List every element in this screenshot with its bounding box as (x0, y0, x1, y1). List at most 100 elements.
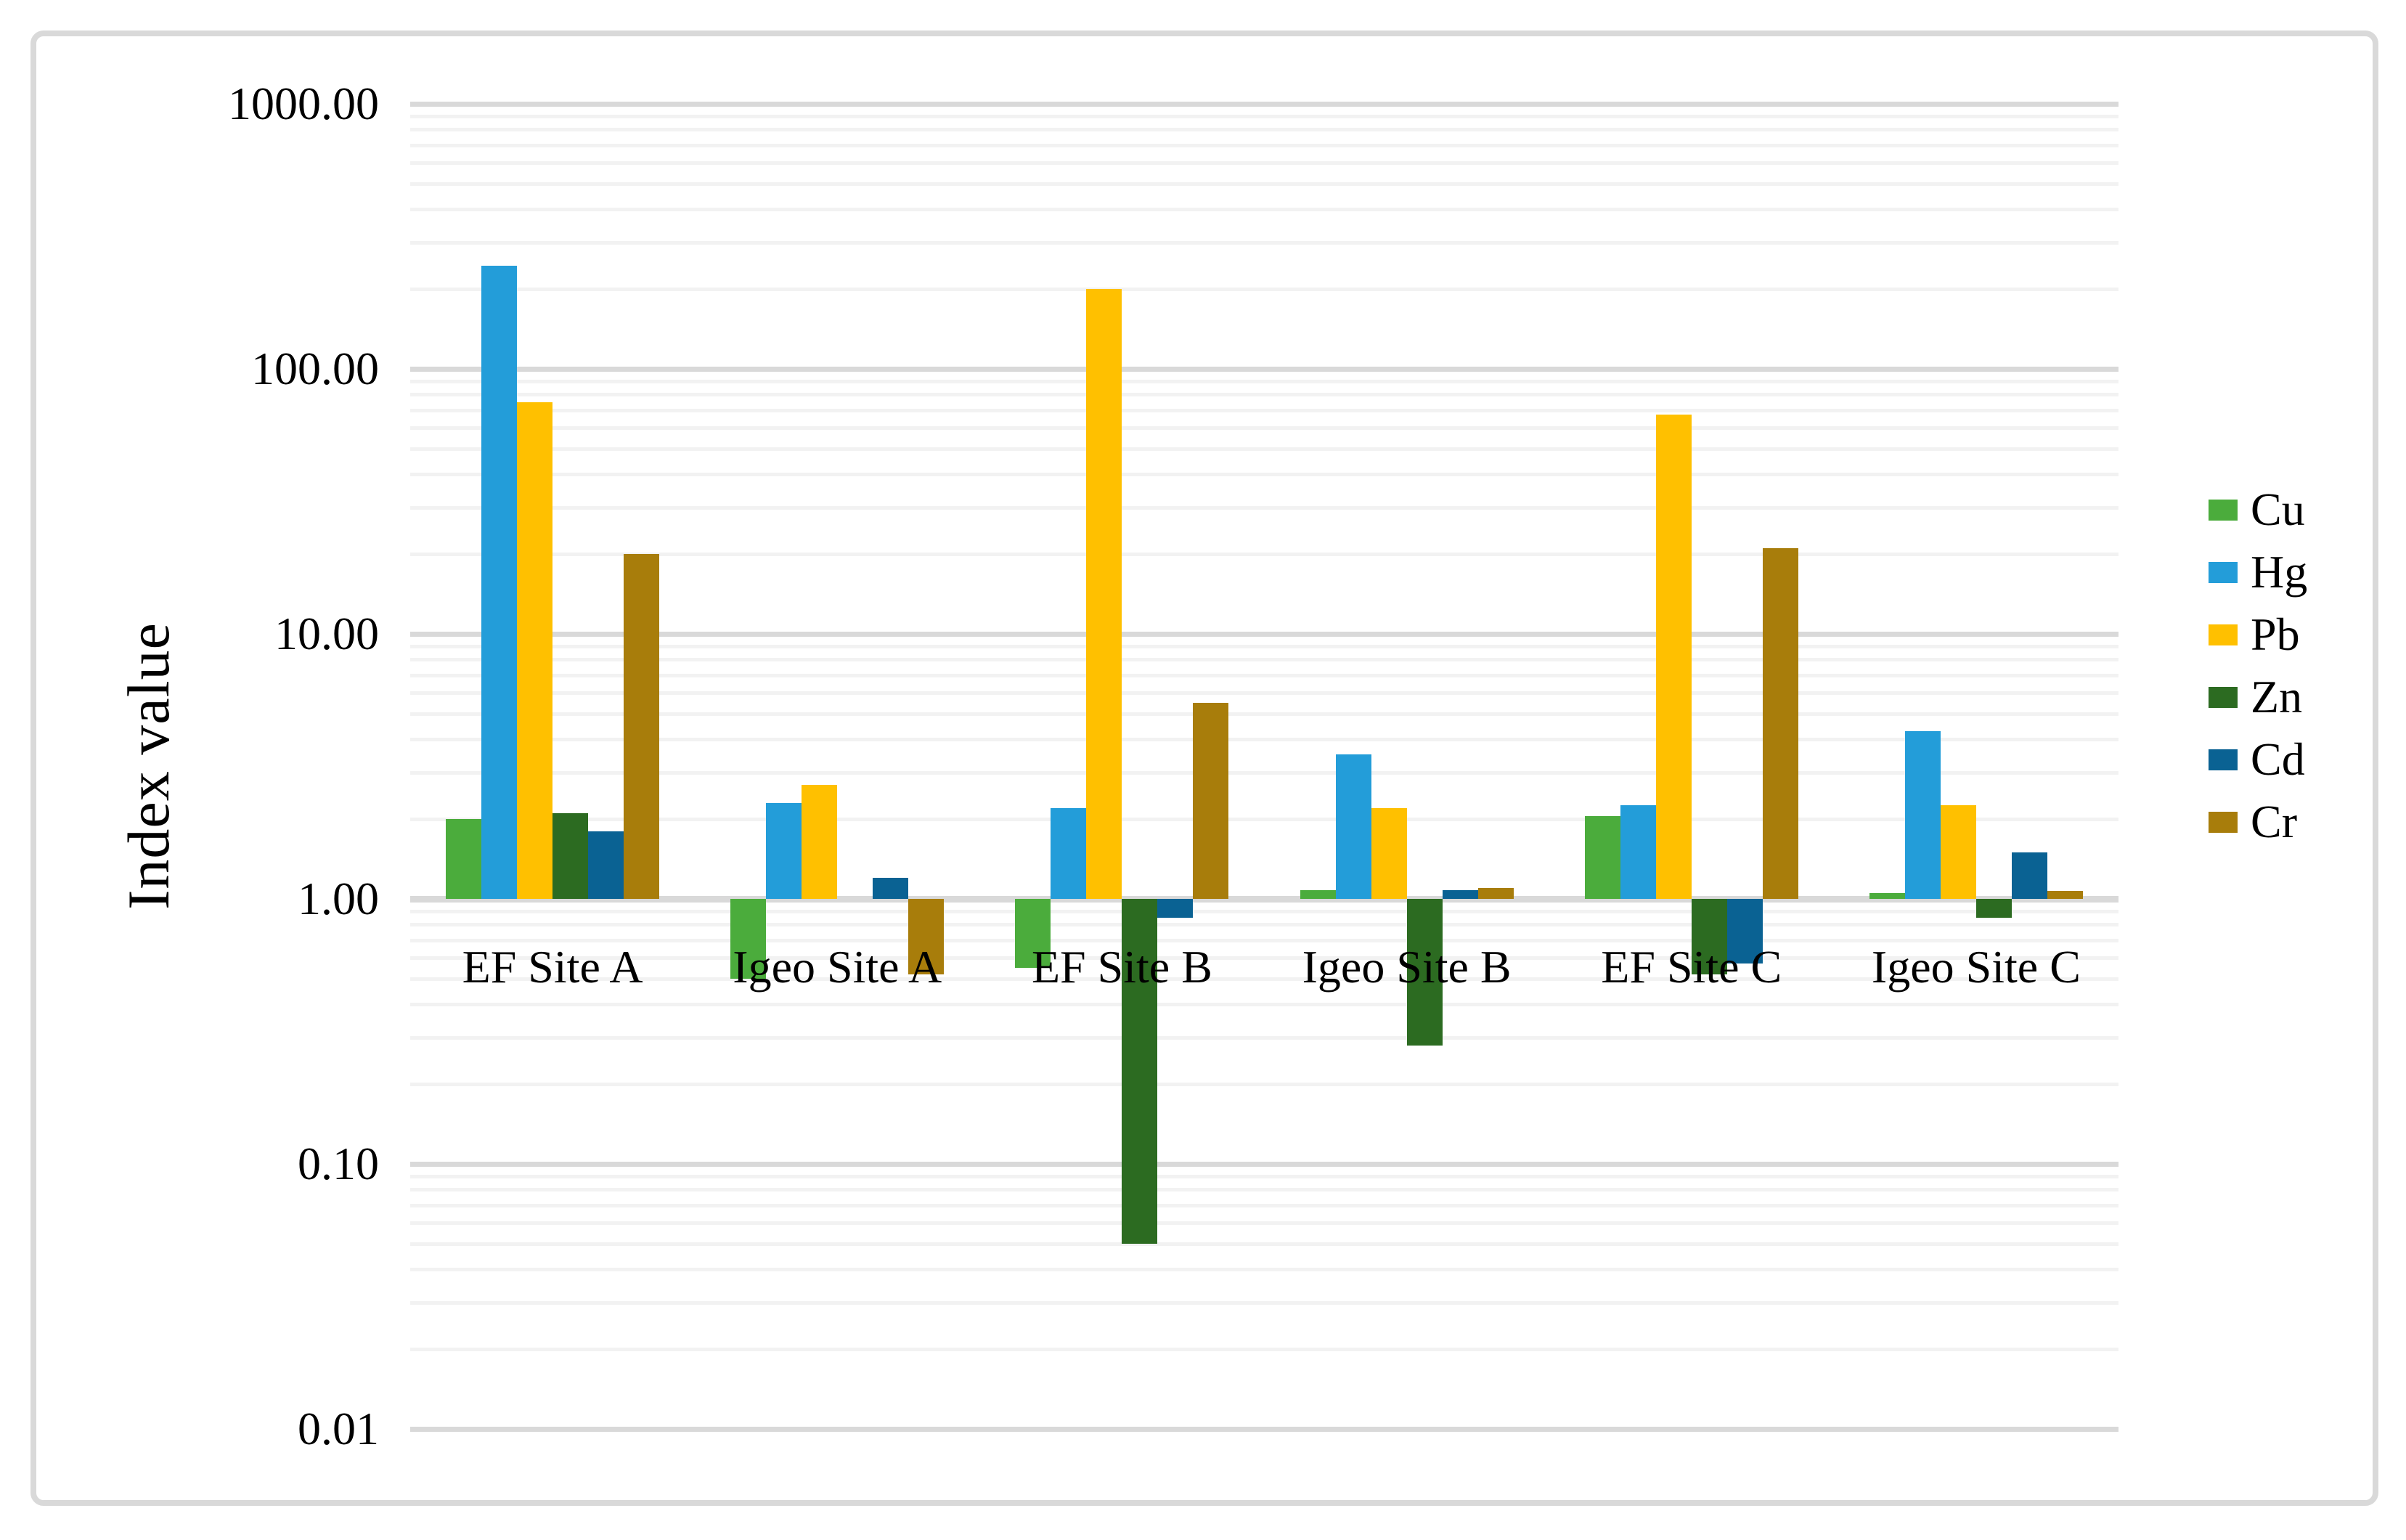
y-tick-label-0-01: 0.01 (298, 1403, 379, 1454)
minor-gridline (410, 644, 2118, 648)
legend-swatch-cu (2209, 499, 2238, 521)
major-gridline-0-10 (410, 1162, 2118, 1167)
legend-swatch-cr (2209, 811, 2238, 833)
legend-swatch-hg (2209, 561, 2238, 583)
bar-cd-ef-site-b (1157, 899, 1194, 918)
minor-gridline (410, 658, 2118, 662)
category-label-igeo-site-c: Igeo Site C (1871, 941, 2081, 993)
bar-cu-igeo-site-c (1869, 893, 1905, 899)
minor-gridline (410, 182, 2118, 186)
legend-item-cd: Cd (2209, 736, 2305, 783)
minor-gridline (410, 1083, 2118, 1087)
minor-gridline (410, 1035, 2118, 1040)
minor-gridline (410, 1188, 2118, 1192)
major-gridline-10-00 (410, 632, 2118, 637)
minor-gridline (410, 938, 2118, 942)
bar-pb-ef-site-c (1655, 415, 1692, 899)
minor-gridline (410, 712, 2118, 716)
y-tick-label-0-10: 0.10 (298, 1138, 379, 1189)
minor-gridline (410, 909, 2118, 913)
legend-item-pb: Pb (2209, 611, 2300, 658)
bar-cr-igeo-site-b (1477, 887, 1514, 899)
bar-zn-ef-site-b (1122, 899, 1158, 1244)
bar-cu-ef-site-c (1584, 816, 1620, 899)
minor-gridline (410, 425, 2118, 430)
minor-gridline (410, 473, 2118, 477)
plot-area: EF Site A Igeo Site A EF Site B Igeo Site B… (410, 102, 2118, 1432)
bar-pb-igeo-site-b (1371, 808, 1407, 899)
bar-hg-ef-site-c (1620, 805, 1656, 899)
bar-pb-igeo-site-c (1940, 805, 1976, 899)
bar-hg-igeo-site-c (1904, 730, 1941, 899)
bar-cr-ef-site-b (1193, 702, 1229, 899)
bar-cd-ef-site-c (1726, 899, 1763, 964)
bar-zn-ef-site-c (1691, 899, 1727, 974)
legend-item-cr: Cr (2209, 799, 2297, 845)
bar-hg-igeo-site-a (766, 802, 802, 899)
legend-label-cr: Cr (2251, 796, 2297, 847)
legend-label-hg: Hg (2251, 546, 2308, 598)
y-tick-label-1000-00: 1000.00 (228, 78, 379, 129)
minor-gridline (410, 143, 2118, 147)
bar-pb-ef-site-b (1086, 289, 1122, 899)
minor-gridline (410, 505, 2118, 510)
legend-swatch-pb (2209, 624, 2238, 645)
minor-gridline (410, 956, 2118, 960)
y-axis-title: Index value (115, 622, 182, 910)
bar-cu-ef-site-b (1015, 899, 1051, 968)
bar-hg-igeo-site-b (1335, 754, 1371, 899)
bar-pb-igeo-site-a (802, 784, 838, 899)
major-gridline-1000-00 (410, 102, 2118, 107)
bar-zn-igeo-site-b (1406, 899, 1443, 1046)
minor-gridline (410, 977, 2118, 981)
bar-pb-ef-site-a (517, 402, 553, 899)
minor-gridline (410, 690, 2118, 695)
bar-cr-ef-site-c (1762, 548, 1798, 899)
category-label-ef-site-a: EF Site A (462, 941, 643, 993)
minor-gridline (410, 160, 2118, 165)
minor-gridline (410, 240, 2118, 245)
major-gridline-100-00 (410, 367, 2118, 372)
legend-item-hg: Hg (2209, 549, 2307, 595)
minor-gridline (410, 818, 2118, 822)
y-tick-label-10-00: 10.00 (274, 608, 379, 659)
minor-gridline (410, 1203, 2118, 1207)
bar-hg-ef-site-a (481, 265, 518, 899)
minor-gridline (410, 1174, 2118, 1178)
minor-gridline (410, 673, 2118, 677)
bar-cd-ef-site-a (588, 831, 624, 899)
minor-gridline (410, 1003, 2118, 1007)
minor-gridline (410, 1300, 2118, 1305)
legend-label-cd: Cd (2251, 733, 2305, 785)
legend-label-cu: Cu (2251, 484, 2305, 535)
minor-gridline (410, 114, 2118, 118)
category-label-igeo-site-b: Igeo Site B (1302, 941, 1512, 993)
minor-gridline (410, 447, 2118, 451)
minor-gridline (410, 128, 2118, 132)
bar-cr-igeo-site-c (2047, 891, 2083, 899)
bar-cu-igeo-site-a (730, 899, 767, 979)
minor-gridline (410, 770, 2118, 775)
legend-swatch-cd (2209, 749, 2238, 770)
category-label-igeo-site-a: Igeo Site A (733, 941, 942, 993)
minor-gridline (410, 288, 2118, 292)
minor-gridline (410, 408, 2118, 412)
bar-cr-igeo-site-a (908, 899, 945, 974)
bar-cu-igeo-site-b (1300, 889, 1336, 899)
minor-gridline (410, 1348, 2118, 1352)
minor-gridline (410, 1242, 2118, 1246)
bar-zn-igeo-site-c (1975, 899, 2012, 918)
bar-cd-igeo-site-c (2011, 852, 2047, 899)
minor-gridline (410, 1221, 2118, 1225)
legend-label-zn: Zn (2251, 671, 2303, 722)
minor-gridline (410, 738, 2118, 742)
bar-cd-igeo-site-a (873, 878, 909, 899)
minor-gridline (410, 1268, 2118, 1272)
bar-hg-ef-site-b (1051, 808, 1087, 899)
legend-swatch-zn (2209, 686, 2238, 708)
y-tick-label-100-00: 100.00 (251, 343, 379, 394)
minor-gridline (410, 923, 2118, 927)
major-gridline-0-01 (410, 1427, 2118, 1432)
major-gridline-1-00 (410, 896, 2118, 903)
